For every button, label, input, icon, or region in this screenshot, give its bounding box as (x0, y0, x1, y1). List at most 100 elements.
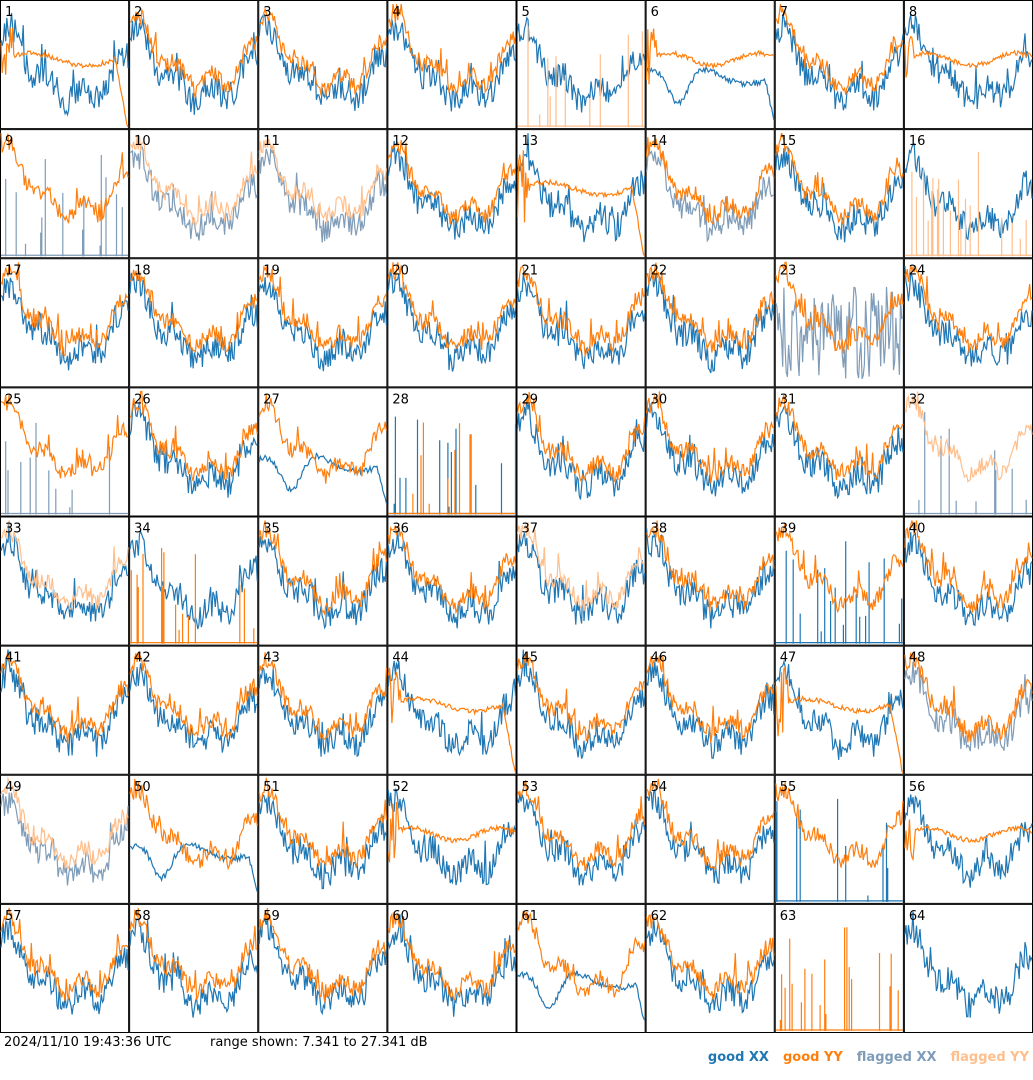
panel-frame (0, 258, 130, 388)
panel-27: 27 (258, 387, 388, 517)
panel-40: 40 (903, 516, 1033, 646)
series-yy-30 (646, 391, 774, 484)
panel-7: 7 (774, 0, 904, 130)
series-xx-50 (129, 841, 258, 892)
panel-label: 22 (651, 263, 668, 278)
panel-label: 61 (522, 909, 539, 924)
panel-label: 10 (134, 134, 151, 149)
series-yy-21 (516, 265, 646, 358)
series-yy-10 (129, 135, 258, 227)
series-xx-22 (646, 272, 775, 374)
panel-frame (129, 129, 259, 259)
panel-frame (387, 516, 517, 646)
panel-frame (0, 516, 130, 646)
panel-label: 63 (780, 909, 797, 924)
panel-frame (774, 903, 904, 1033)
series-yy-11 (258, 138, 387, 223)
panel-24: 24 (903, 258, 1033, 388)
series-yy-12 (387, 140, 517, 225)
series-yy-18 (129, 269, 258, 354)
panel-label: 42 (134, 651, 151, 666)
panel-label: 37 (522, 522, 539, 537)
series-yy-34 (130, 547, 258, 644)
panel-label: 30 (651, 392, 668, 407)
panel-label: 56 (909, 780, 926, 795)
panel-label: 26 (134, 392, 151, 407)
legend-good-xx: good XX (707, 1050, 769, 1065)
panel-61: 61 (516, 903, 646, 1033)
panel-frame (0, 0, 130, 130)
panel-label: 7 (780, 5, 788, 20)
series-xx-5 (516, 16, 646, 113)
series-xx-52 (387, 788, 517, 886)
series-xx-29 (516, 396, 646, 500)
panel-42: 42 (129, 645, 259, 775)
panel-label: 6 (651, 5, 659, 20)
panel-32: 32 (903, 387, 1033, 517)
panel-3: 3 (258, 0, 388, 130)
panel-16: 16 (903, 129, 1033, 259)
timestamp: 2024/11/10 19:43:36 UTC (4, 1035, 172, 1050)
panel-label: 54 (651, 780, 668, 795)
panel-label: 40 (909, 522, 926, 537)
panel-label: 39 (780, 522, 797, 537)
series-yy-57 (0, 907, 129, 1002)
panel-47: 47 (774, 645, 904, 775)
series-yy-17 (0, 262, 129, 357)
panel-label: 53 (522, 780, 539, 795)
series-yy-15 (775, 132, 904, 226)
panel-frame (645, 774, 775, 904)
series-yy-26 (129, 390, 258, 482)
series-xx-37 (516, 532, 646, 625)
panel-28: 28 (387, 387, 517, 517)
series-xx-34 (129, 530, 258, 630)
series-xx-27 (258, 452, 387, 504)
series-xx-23 (775, 286, 904, 380)
panel-frame (0, 129, 130, 259)
series-xx-25 (1, 422, 129, 515)
series-yy-2 (129, 7, 258, 98)
series-yy-6 (646, 28, 775, 85)
series-yy-41 (0, 653, 129, 744)
series-yy-63 (775, 927, 903, 1031)
panel-label: 58 (134, 909, 151, 924)
series-yy-28 (388, 422, 516, 515)
panel-frame (387, 903, 517, 1033)
panel-label: 43 (263, 651, 280, 666)
legend-flagged-xx: flagged XX (856, 1050, 937, 1065)
panel-26: 26 (129, 387, 259, 517)
panel-17: 17 (0, 258, 130, 388)
series-yy-61 (516, 910, 646, 998)
panel-14: 14 (645, 129, 775, 259)
panel-label: 64 (909, 909, 926, 924)
panel-50: 50 (129, 774, 259, 904)
panel-54: 54 (645, 774, 775, 904)
panel-39: 39 (774, 516, 904, 646)
series-xx-45 (516, 649, 646, 759)
panel-label: 59 (263, 909, 280, 924)
series-xx-47 (775, 659, 904, 760)
series-yy-29 (516, 391, 646, 483)
panel-frame (903, 645, 1033, 775)
series-yy-31 (775, 395, 904, 480)
panel-label: 48 (909, 651, 926, 666)
panel-label: 8 (909, 5, 917, 20)
series-yy-56 (904, 819, 1033, 862)
panel-52: 52 (387, 774, 517, 904)
panel-label: 9 (5, 134, 13, 149)
panel-frame (645, 258, 775, 388)
series-yy-24 (904, 264, 1033, 354)
panel-frame (774, 129, 904, 259)
series-yy-40 (904, 520, 1033, 613)
panel-frame (516, 516, 646, 646)
series-yy-1 (0, 27, 129, 128)
panel-56: 56 (903, 774, 1033, 904)
series-xx-32 (904, 412, 1032, 515)
series-xx-26 (129, 400, 258, 498)
panel-43: 43 (258, 645, 388, 775)
panel-label: 23 (780, 263, 797, 278)
panel-5: 5 (516, 0, 646, 130)
panel-31: 31 (774, 387, 904, 517)
panel-label: 21 (522, 263, 539, 278)
panel-63: 63 (774, 903, 904, 1033)
